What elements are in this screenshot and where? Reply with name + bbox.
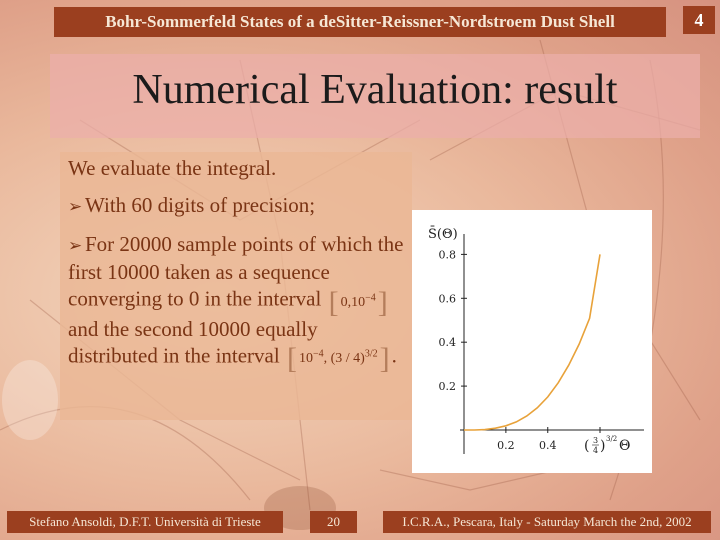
y-axis-label: S̄(Θ) xyxy=(428,226,458,242)
plot-ticks: 0.2 0.4 0.6 0.8 0.2 0.4 xyxy=(439,248,601,452)
svg-text:3/2: 3/2 xyxy=(606,435,617,443)
footer-page-number: 20 xyxy=(310,511,357,533)
interval-expression-2: [10−4, (3 / 4)3/2] xyxy=(286,342,390,376)
interval2-lower: 10 xyxy=(298,351,313,367)
x-tick-label: 0.4 xyxy=(539,439,557,452)
interval2-lower-exponent: −4 xyxy=(312,348,324,360)
y-tick-label: 0.2 xyxy=(439,380,457,393)
arrow-bullet-icon: ➢ xyxy=(68,197,83,216)
bullet-precision: ➢ With 60 digits of precision; xyxy=(68,192,408,220)
x-tick-label: 0.2 xyxy=(497,439,515,452)
intro-text: We evaluate the integral. xyxy=(68,156,277,180)
x-axis-label: Θ xyxy=(619,438,630,454)
interval-expression-1: [0,10−4] xyxy=(328,285,388,319)
interval2-upper-exponent: 3/2 xyxy=(364,348,378,360)
section-number-badge: 4 xyxy=(683,6,715,34)
svg-text:3: 3 xyxy=(593,436,598,445)
plot-axes xyxy=(460,234,644,454)
svg-text:): ) xyxy=(600,438,605,454)
svg-text:4: 4 xyxy=(593,446,598,455)
presentation-header: Bohr-Sommerfeld States of a deSitter-Rei… xyxy=(54,7,666,37)
y-tick-label: 0.8 xyxy=(439,248,457,261)
y-tick-label: 0.6 xyxy=(439,292,457,305)
bullet-text-c: . xyxy=(391,343,397,368)
presentation-title: Bohr-Sommerfeld States of a deSitter-Rei… xyxy=(105,12,615,31)
x-axis-end-label: ( 3 4 ) 3/2 xyxy=(584,435,617,455)
arrow-bullet-icon: ➢ xyxy=(68,236,83,255)
bullet-precision-text: With 60 digits of precision; xyxy=(85,193,316,217)
title-band xyxy=(50,54,700,138)
result-plot-card: 0.2 0.4 0.6 0.8 0.2 0.4 S̄(Θ) ( 3 4 ) 3/2 Θ xyxy=(412,210,652,473)
interval1-exponent: −4 xyxy=(365,292,376,303)
footer-event: I.C.R.A., Pescara, Italy - Saturday Marc… xyxy=(383,511,711,533)
interval1-value: 0,10 xyxy=(340,294,366,310)
bullet-sample-points: ➢ For 20000 sample points of which the fi… xyxy=(68,231,408,376)
slide-body: We evaluate the integral. ➢ With 60 digit… xyxy=(68,155,408,383)
text-panel xyxy=(60,152,412,420)
interval2-upper: , (3 / 4) xyxy=(323,351,365,367)
footer-author: Stefano Ansoldi, D.F.T. Università di Tr… xyxy=(7,511,283,533)
result-plot: 0.2 0.4 0.6 0.8 0.2 0.4 S̄(Θ) ( 3 4 ) 3/2 Θ xyxy=(428,226,644,455)
slide-title: Numerical Evaluation: result xyxy=(132,67,618,113)
bullet-text-a: For 20000 sample points of which the fir… xyxy=(68,232,404,311)
bullet-text-b: and the second 10000 equally distributed… xyxy=(68,316,318,368)
y-tick-label: 0.4 xyxy=(439,336,457,349)
series-curve xyxy=(464,254,601,431)
svg-text:(: ( xyxy=(584,438,589,454)
